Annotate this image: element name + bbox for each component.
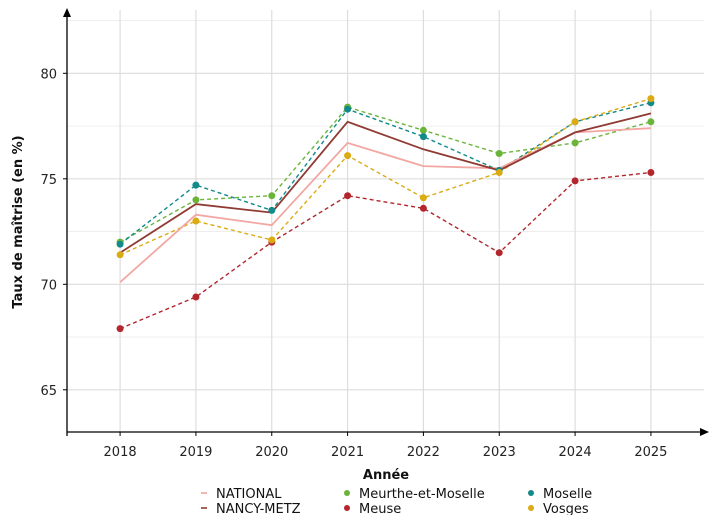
x-tick-label: 2022: [407, 445, 440, 460]
data-point: [344, 192, 352, 200]
data-point: [571, 139, 579, 147]
data-point: [647, 118, 655, 126]
y-tick-label: 65: [40, 384, 57, 399]
legend-key: [344, 490, 350, 496]
data-point: [268, 236, 276, 244]
data-point: [344, 152, 352, 160]
data-point: [419, 204, 427, 212]
data-point: [571, 177, 579, 185]
x-tick-label: 2021: [331, 445, 364, 460]
legend-label: Moselle: [543, 487, 592, 502]
data-point: [647, 169, 655, 176]
y-axis-title: Taux de maîtrise (en %): [11, 135, 26, 308]
series-line: [119, 97, 652, 256]
data-point: [192, 181, 200, 189]
data-point: [419, 194, 427, 202]
data-point: [495, 169, 503, 176]
y-axis-arrow: [63, 8, 71, 17]
legend-label: NATIONAL: [216, 487, 282, 502]
legend-key: [528, 505, 534, 511]
series-line: [119, 102, 652, 245]
x-tick-label: 2023: [483, 445, 516, 460]
x-tick-label: 2018: [104, 445, 137, 460]
y-tick-label: 75: [40, 173, 57, 188]
y-tick-label: 80: [40, 67, 57, 82]
data-point: [268, 192, 276, 200]
series-line: [119, 106, 652, 243]
data-point: [268, 206, 276, 214]
legend-item: Moselle: [528, 487, 592, 502]
data-point: [495, 249, 503, 257]
x-axis-title: Année: [363, 468, 409, 483]
series-line: [119, 171, 651, 330]
legend-item: NANCY-METZ: [201, 502, 301, 515]
legend-key: [528, 490, 534, 496]
data-point: [571, 118, 579, 126]
data-point: [495, 150, 503, 157]
legend-label: NANCY-METZ: [216, 502, 301, 515]
data-point: [116, 325, 124, 333]
legend-item: Meurthe-et-Moselle: [344, 487, 485, 502]
x-tick-label: 2024: [559, 445, 592, 460]
legend-item: NATIONAL: [201, 487, 282, 502]
data-point: [192, 217, 200, 225]
y-tick-label: 70: [40, 278, 57, 293]
legend-item: Vosges: [528, 502, 589, 515]
data-point: [116, 251, 124, 259]
x-tick-label: 2020: [255, 445, 288, 460]
x-tick-label: 2019: [179, 445, 212, 460]
data-point: [344, 105, 352, 113]
data-point: [116, 240, 124, 248]
series-lines: [119, 97, 652, 330]
y-ticks: 65 70 75 80: [40, 67, 67, 399]
x-tick-label: 2025: [634, 445, 667, 460]
legend-key: [344, 505, 350, 511]
legend-label: Meuse: [359, 502, 401, 515]
data-point: [419, 126, 427, 134]
legend-item: Meuse: [344, 502, 401, 515]
series-line: [119, 112, 652, 254]
gridlines: [67, 10, 704, 432]
data-point: [419, 133, 427, 141]
data-point: [192, 293, 200, 301]
data-point: [647, 95, 655, 103]
axes: [63, 8, 709, 436]
x-axis-arrow: [700, 428, 709, 436]
x-ticks: 2018 2019 2020 2021 2022 2023 2024 2025: [104, 432, 667, 460]
legend-label: Meurthe-et-Moselle: [359, 487, 485, 502]
data-point: [192, 196, 200, 204]
legend-label: Vosges: [543, 502, 589, 515]
series-points: [116, 95, 655, 333]
